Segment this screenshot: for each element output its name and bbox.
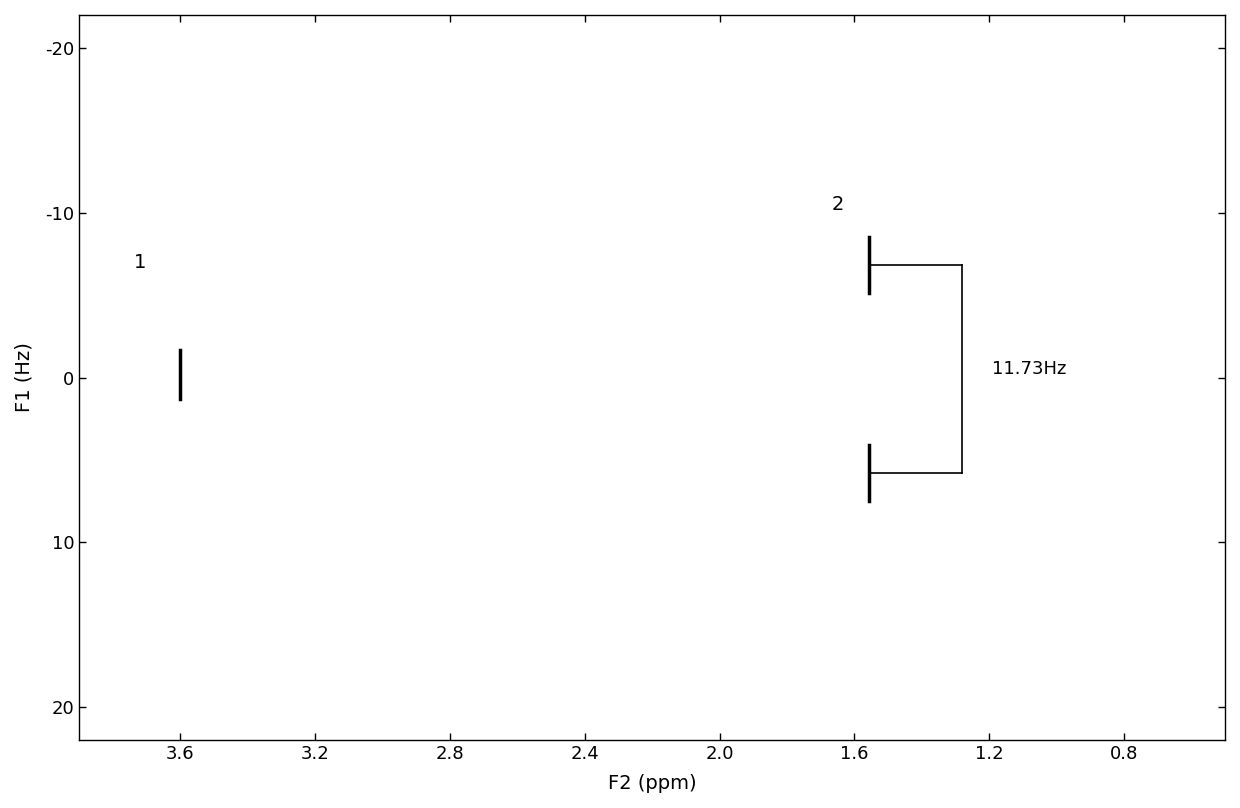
Text: 1: 1 — [134, 253, 146, 271]
Y-axis label: F1 (Hz): F1 (Hz) — [15, 343, 33, 412]
Text: 2: 2 — [831, 195, 843, 214]
Text: 11.73Hz: 11.73Hz — [992, 360, 1066, 378]
X-axis label: F2 (ppm): F2 (ppm) — [608, 774, 697, 793]
